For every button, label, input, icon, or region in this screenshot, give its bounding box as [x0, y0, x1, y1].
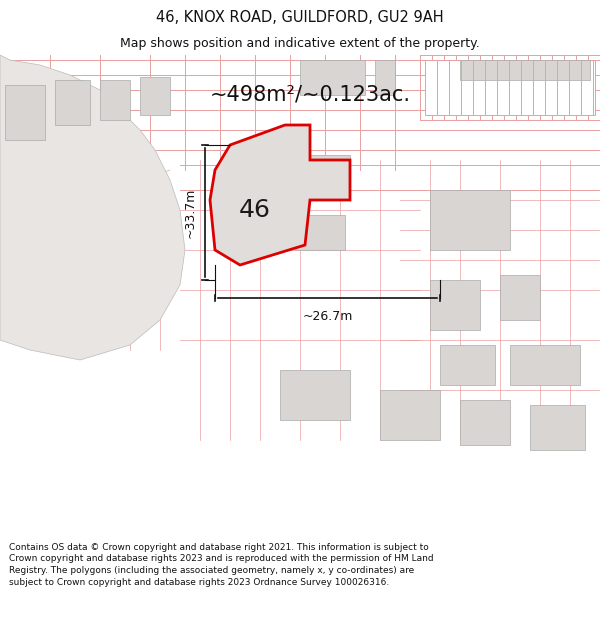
Bar: [500, 275, 540, 320]
Bar: [300, 60, 365, 95]
Text: 46, KNOX ROAD, GUILDFORD, GU2 9AH: 46, KNOX ROAD, GUILDFORD, GU2 9AH: [156, 10, 444, 25]
Bar: [530, 405, 585, 450]
Bar: [460, 400, 510, 445]
Bar: [430, 190, 510, 250]
Text: ~33.7m: ~33.7m: [184, 188, 197, 238]
Bar: [425, 60, 595, 115]
Bar: [380, 390, 440, 440]
Text: Contains OS data © Crown copyright and database right 2021. This information is : Contains OS data © Crown copyright and d…: [9, 542, 434, 587]
Polygon shape: [0, 55, 185, 360]
Text: Map shows position and indicative extent of the property.: Map shows position and indicative extent…: [120, 38, 480, 51]
Bar: [460, 60, 590, 80]
Bar: [295, 215, 345, 250]
Bar: [280, 370, 350, 420]
Bar: [440, 345, 495, 385]
Bar: [375, 60, 395, 95]
Polygon shape: [210, 125, 350, 265]
Bar: [510, 345, 580, 385]
Text: ~26.7m: ~26.7m: [302, 310, 353, 323]
Bar: [295, 155, 350, 195]
Bar: [55, 80, 90, 125]
Bar: [140, 77, 170, 115]
Bar: [430, 280, 480, 330]
Text: 46: 46: [239, 198, 271, 222]
Bar: [5, 85, 45, 140]
Text: ~498m²/~0.123ac.: ~498m²/~0.123ac.: [209, 85, 410, 105]
Bar: [100, 80, 130, 120]
